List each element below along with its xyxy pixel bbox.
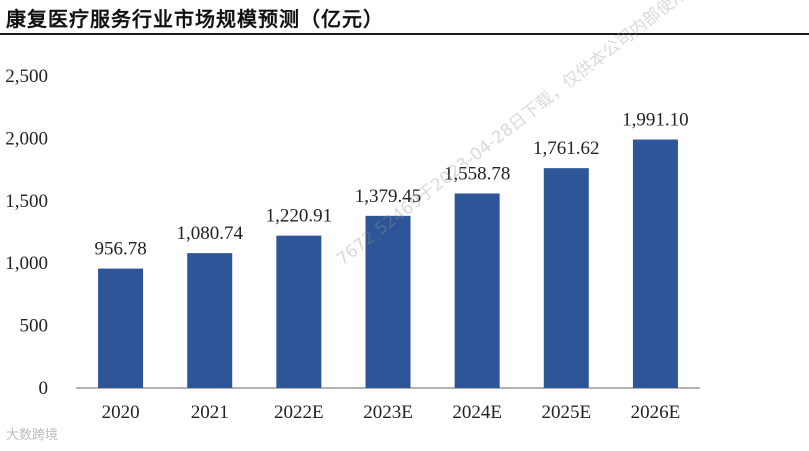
y-tick-label: 2,000 — [5, 128, 48, 149]
page-title: 康复医疗服务行业市场规模预测（亿元） — [6, 7, 384, 31]
title-divider — [0, 33, 809, 35]
x-tick-label: 2022E — [274, 402, 324, 423]
x-tick-label: 2026E — [631, 402, 681, 423]
bar — [543, 168, 589, 388]
bar — [454, 193, 500, 388]
data-label: 1,558.78 — [444, 163, 511, 184]
y-tick-label: 0 — [39, 378, 49, 399]
bar — [98, 268, 144, 388]
data-label: 1,991.10 — [622, 110, 689, 131]
data-label: 1,220.91 — [266, 206, 333, 227]
x-tick-label: 2020 — [102, 402, 140, 423]
y-tick-label: 2,500 — [5, 66, 48, 87]
data-label: 956.78 — [94, 239, 146, 260]
data-label: 1,379.45 — [355, 186, 422, 207]
bar — [365, 215, 411, 388]
x-tick-label: 2021 — [191, 402, 229, 423]
brand-watermark: 大数跨境 — [6, 428, 59, 443]
bar — [632, 139, 678, 388]
bar — [187, 253, 233, 388]
x-tick-label: 2023E — [363, 402, 413, 423]
y-tick-label: 500 — [20, 316, 49, 337]
y-tick-label: 1,000 — [5, 253, 48, 274]
x-tick-label: 2025E — [541, 402, 591, 423]
data-label: 1,080.74 — [176, 223, 243, 244]
bar — [276, 235, 322, 388]
data-label: 1,761.62 — [533, 138, 600, 159]
y-tick-label: 1,500 — [5, 191, 48, 212]
x-tick-label: 2024E — [452, 402, 502, 423]
